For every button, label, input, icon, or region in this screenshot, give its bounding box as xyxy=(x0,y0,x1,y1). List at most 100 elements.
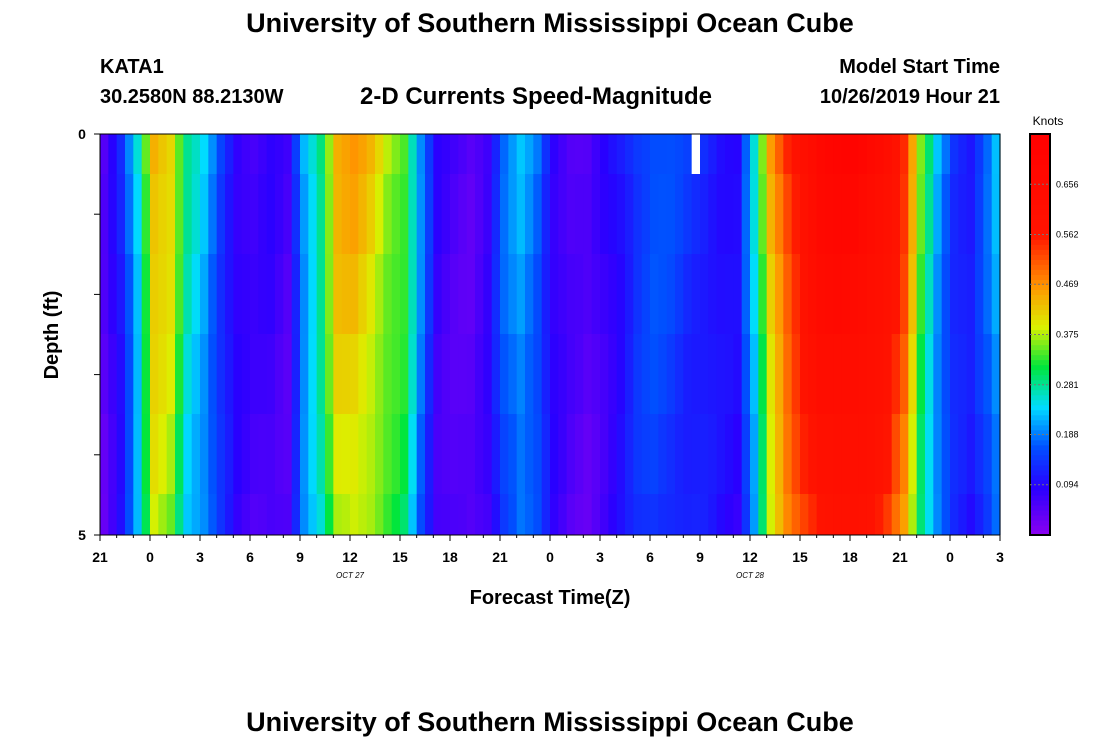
heatmap-cell xyxy=(758,254,768,334)
heatmap-cell xyxy=(141,414,151,494)
heatmap-cell xyxy=(775,494,784,535)
heatmap-cell xyxy=(741,174,751,254)
heatmap-cell xyxy=(950,414,959,494)
heatmap-cell xyxy=(283,494,293,535)
heatmap-cell xyxy=(283,134,293,174)
heatmap-cell xyxy=(983,494,993,535)
colorbar-tick-label: 0.562 xyxy=(1056,230,1079,240)
heatmap-cell xyxy=(975,134,984,174)
heatmap-cell xyxy=(533,254,543,334)
heatmap-cell xyxy=(950,254,959,334)
heatmap-cell xyxy=(100,134,109,174)
heatmap-cell xyxy=(891,174,901,254)
heatmap-cell xyxy=(983,134,993,174)
colorbar-tick-label: 0.469 xyxy=(1056,279,1079,289)
heatmap-cell xyxy=(275,494,284,535)
heatmap-cell xyxy=(941,174,951,254)
heatmap-cell xyxy=(275,414,284,494)
heatmap-cell xyxy=(183,414,193,494)
heatmap-cell xyxy=(408,414,418,494)
heatmap-cell xyxy=(450,334,459,414)
heatmap-cell xyxy=(525,334,534,414)
heatmap-cell xyxy=(366,254,376,334)
heatmap-cell xyxy=(108,134,118,174)
heatmap-cell xyxy=(241,174,251,254)
heatmap-cell xyxy=(916,414,926,494)
heatmap-cell xyxy=(391,334,401,414)
heatmap-cell xyxy=(950,174,959,254)
heatmap-cell xyxy=(733,254,743,334)
heatmap-cell xyxy=(816,494,826,535)
heatmap-cell xyxy=(358,134,368,174)
heatmap-cell xyxy=(558,254,568,334)
heatmap-cell xyxy=(525,134,534,174)
colorbar-swatch xyxy=(1030,224,1050,230)
heatmap-cell xyxy=(808,174,818,254)
heatmap-cell xyxy=(758,414,768,494)
model-start-label: Model Start Time xyxy=(839,56,1000,78)
heatmap-cell xyxy=(883,134,893,174)
heatmap-cell xyxy=(733,414,743,494)
heatmap-cell xyxy=(458,494,468,535)
heatmap-cell xyxy=(766,174,776,254)
heatmap-cell xyxy=(783,494,793,535)
heatmap-cell xyxy=(425,414,434,494)
heatmap-cell xyxy=(141,254,151,334)
heatmap-cell xyxy=(533,414,543,494)
heatmap-cell xyxy=(275,334,284,414)
heatmap-cell xyxy=(300,174,309,254)
heatmap-cell xyxy=(475,134,484,174)
heatmap-cell xyxy=(558,494,568,535)
heatmap-cell xyxy=(491,254,501,334)
heatmap-cell xyxy=(958,134,968,174)
heatmap-cell xyxy=(158,134,168,174)
heatmap-cell xyxy=(850,174,859,254)
heatmap-cell xyxy=(708,254,718,334)
heatmap-cell xyxy=(625,414,634,494)
heatmap-cell xyxy=(125,254,134,334)
heatmap-cell xyxy=(416,254,426,334)
heatmap-cell xyxy=(925,174,934,254)
heatmap-cell xyxy=(158,494,168,535)
colorbar-swatch xyxy=(1030,459,1050,466)
heatmap-cell xyxy=(875,334,884,414)
heatmap-cell xyxy=(341,494,351,535)
colorbar-swatch xyxy=(1030,184,1050,190)
heatmap-cell xyxy=(250,174,259,254)
heatmap-cell xyxy=(283,254,293,334)
heatmap-cell xyxy=(925,334,934,414)
heatmap-cell xyxy=(791,414,801,494)
heatmap-cell xyxy=(658,254,668,334)
heatmap-cell xyxy=(933,254,943,334)
heatmap-cell xyxy=(941,254,951,334)
heatmap-cell xyxy=(933,134,943,174)
x-tick-label: 21 xyxy=(892,549,908,565)
colorbar-swatch xyxy=(1030,229,1050,235)
heatmap-cell xyxy=(891,334,901,414)
heatmap-cell xyxy=(683,334,693,414)
heatmap-cell xyxy=(700,334,709,414)
heatmap-cell xyxy=(100,254,109,334)
heatmap-cell xyxy=(541,414,551,494)
heatmap-cell xyxy=(550,254,559,334)
heatmap-cell xyxy=(958,334,968,414)
heatmap-cell xyxy=(525,414,534,494)
heatmap-cell xyxy=(316,174,326,254)
heatmap-cell xyxy=(233,134,243,174)
heatmap-cell xyxy=(716,134,726,174)
heatmap-cell xyxy=(691,134,701,174)
heatmap-cell xyxy=(975,494,984,535)
heatmap-cell xyxy=(825,134,834,174)
heatmap-cell xyxy=(916,254,926,334)
heatmap-cell xyxy=(750,254,759,334)
heatmap-cell xyxy=(200,414,209,494)
heatmap-cell xyxy=(500,334,509,414)
heatmap-cell xyxy=(500,414,509,494)
heatmap-cell xyxy=(941,334,951,414)
heatmap-cell xyxy=(908,414,918,494)
heatmap-cell xyxy=(991,334,1001,414)
heatmap-cell xyxy=(716,494,726,535)
heatmap-cell xyxy=(575,334,584,414)
heatmap-cell xyxy=(333,134,343,174)
heatmap-cell xyxy=(741,494,751,535)
